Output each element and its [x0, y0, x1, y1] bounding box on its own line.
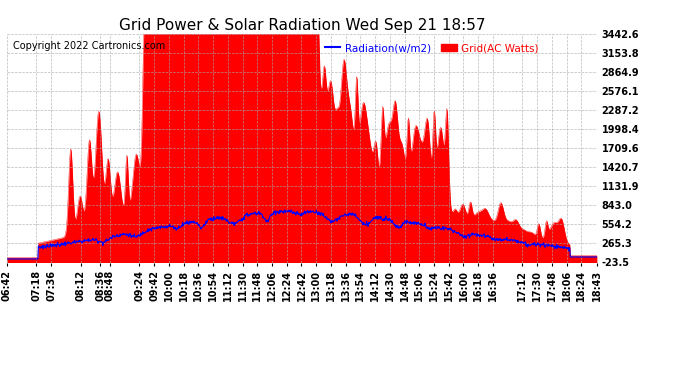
Title: Grid Power & Solar Radiation Wed Sep 21 18:57: Grid Power & Solar Radiation Wed Sep 21 …: [119, 18, 485, 33]
Text: Copyright 2022 Cartronics.com: Copyright 2022 Cartronics.com: [13, 40, 165, 51]
Legend: Radiation(w/m2), Grid(AC Watts): Radiation(w/m2), Grid(AC Watts): [321, 39, 542, 57]
